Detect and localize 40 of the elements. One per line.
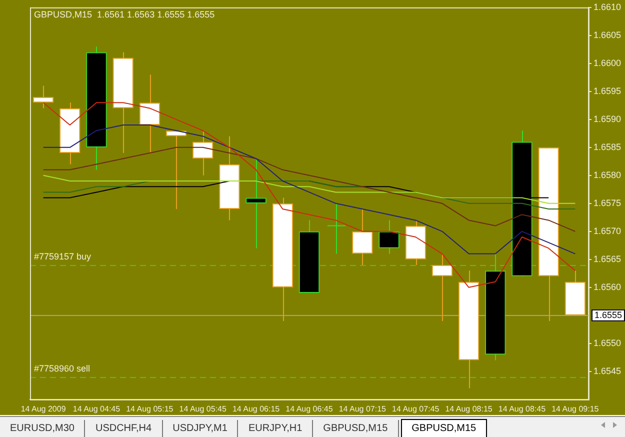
y-tick-label: 1.6560 bbox=[593, 282, 622, 292]
candlestick bbox=[378, 220, 400, 254]
x-tick-label: 14 Aug 08:15 bbox=[445, 404, 493, 414]
y-tick-label: 1.6595 bbox=[593, 86, 622, 96]
text: USDJPY,M1 bbox=[162, 420, 238, 437]
x-tick-label: 14 Aug 09:15 bbox=[552, 404, 600, 414]
text: GBPUSD,M15 bbox=[313, 420, 399, 437]
x-tick-label: 14 Aug 04:45 bbox=[72, 404, 121, 414]
x-tick-label: 14 Aug 07:45 bbox=[392, 404, 440, 414]
x-tick-label: 14 Aug 06:45 bbox=[286, 404, 334, 414]
y-tick-label: 1.6580 bbox=[593, 170, 622, 180]
chart-title: GBPUSD,M15 1.6561 1.6563 1.6555 1.6555 bbox=[34, 9, 215, 20]
y-tick-label: 1.6590 bbox=[593, 114, 622, 124]
ref-line-label: 1.6555 bbox=[594, 310, 622, 320]
y-tick-label: 1.6575 bbox=[593, 198, 622, 208]
y-tick-label: 1.6545 bbox=[593, 366, 622, 376]
x-tick-label: 14 Aug 07:15 bbox=[338, 404, 387, 414]
candlestick bbox=[32, 85, 54, 109]
y-tick-label: 1.6585 bbox=[593, 142, 622, 152]
ref-line-label: #7758960 sell bbox=[34, 363, 90, 374]
y-tick-label: 1.6570 bbox=[593, 226, 622, 236]
y-tick-label: 1.6610 bbox=[593, 2, 622, 12]
y-tick-label: 1.6605 bbox=[593, 30, 622, 40]
x-tick-label: 14 Aug 05:45 bbox=[179, 404, 227, 414]
x-tick-label: 14 Aug 05:15 bbox=[126, 404, 174, 414]
candlestick bbox=[246, 158, 266, 249]
text: USDCHF,H4 bbox=[85, 420, 163, 437]
candlestick bbox=[352, 208, 373, 266]
text: EURJPY,H1 bbox=[238, 420, 314, 437]
candlestick bbox=[192, 130, 214, 176]
y-tick-label: 1.6565 bbox=[593, 254, 622, 264]
x-tick-label: 14 Aug 06:15 bbox=[232, 404, 280, 414]
candlestick bbox=[432, 253, 453, 322]
candlestick bbox=[139, 74, 160, 154]
x-tick-label: 14 Aug 08:45 bbox=[498, 404, 546, 414]
text: EURUSD,M30 bbox=[0, 420, 86, 437]
ref-line-label: #7759157 buy bbox=[34, 251, 92, 262]
y-tick-label: 1.6600 bbox=[593, 58, 622, 68]
y-tick-label: 1.6550 bbox=[593, 338, 622, 348]
x-tick-label: 14 Aug 2009 bbox=[20, 404, 66, 414]
